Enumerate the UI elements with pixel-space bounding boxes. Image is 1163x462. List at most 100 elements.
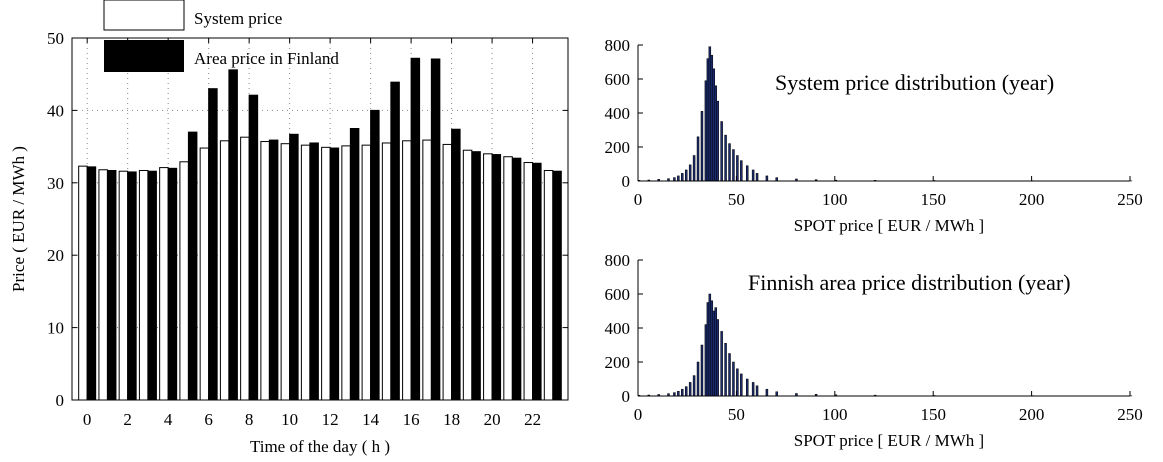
y-tick-label: 800 [605,36,631,55]
x-tick-label: 2 [123,410,132,429]
chart-title: System price distribution (year) [775,70,1054,95]
histogram-bin [720,121,723,182]
bar-system-price [179,161,189,401]
histogram-bin [708,46,712,182]
histogram-bin [775,177,778,182]
histogram-bin [712,68,716,182]
histogram-bin [751,169,755,182]
bar-system-price [321,146,331,401]
bar-system-price [523,162,534,401]
bar-system-price [78,165,88,401]
histogram-bin [710,300,714,397]
bar-system-price [118,170,129,401]
y-tick-label: 200 [605,353,631,372]
histogram-bin [712,310,716,397]
x-axis-label: SPOT price [ EUR / MWh ] [794,431,984,450]
histogram-bin [692,375,696,397]
x-tick-label: 4 [164,410,173,429]
y-tick-label: 400 [605,104,631,123]
x-tick-label: 18 [443,410,460,429]
bar-system-price [98,169,108,401]
histogram-bin [681,173,684,182]
histogram-bin [706,302,710,397]
histogram-bin [681,388,684,397]
histogram-bin [684,386,688,397]
histogram-bin [755,385,759,397]
x-axis-label: SPOT price [ EUR / MWh ] [794,216,984,235]
x-tick-label: 200 [1019,190,1045,209]
x-tick-label: 20 [484,410,501,429]
bar-system-price [260,141,270,401]
histogram-bin [765,175,769,182]
histogram-bin [745,378,749,397]
y-tick-label: 600 [605,70,631,89]
bar-area-price-finland [268,139,279,401]
bar-area-price-finland [167,167,178,401]
y-tick-label: 30 [47,174,64,193]
y-tick-label: 0 [56,391,65,410]
histogram-bin [751,382,755,397]
plot-frame [71,37,569,401]
histogram-bin [688,382,692,397]
bar-system-price [138,169,149,401]
bar-area-price-finland [491,154,502,401]
histogram-bin [720,331,723,397]
histogram-bin [706,58,710,182]
x-tick-label: 50 [728,405,745,424]
bar-area-price-finland [329,147,340,401]
histogram-bin [688,164,692,182]
bar-system-price [483,153,493,401]
bar-area-price-finland [248,94,259,401]
x-tick-label: 8 [245,410,254,429]
histogram-bin [724,134,727,182]
legend-swatch-system-price [103,0,185,31]
histogram-bin [714,307,717,397]
y-axis-label: Price ( EUR / MWh ) [9,146,28,292]
bar-system-price [442,143,453,401]
bar-system-price [462,149,473,401]
histogram-bin [684,169,688,182]
histogram-bin [696,361,700,397]
y-tick-label: 400 [605,319,631,338]
x-tick-label: 16 [403,410,420,429]
x-tick-label: 100 [822,405,848,424]
y-tick-label: 200 [605,138,631,157]
histogram-bin [708,293,712,397]
bar-system-price [422,139,432,401]
bar-area-price-finland [511,157,522,401]
histogram-bin [677,390,680,397]
x-tick-label: 250 [1117,405,1143,424]
bar-area-price-finland [208,88,218,401]
histogram-bin [775,391,778,397]
histogram-bin [755,173,759,182]
bar-area-price-finland [106,169,117,401]
histogram-bin [745,165,749,182]
bar-area-price-finland [430,58,441,401]
x-axis-label: Time of the day ( h ) [250,437,390,456]
bar-area-price-finland [127,171,137,401]
x-tick-label: 150 [920,405,946,424]
histogram-bin [740,373,743,397]
y-tick-label: 10 [47,319,64,338]
y-tick-label: 40 [47,101,64,120]
histogram-bin [677,175,680,182]
histogram-bin [696,136,700,182]
hourly-price-bar-chart: 0 10 20 30 40 50 0 2 4 6 8 10 12 14 16 18 20 22 Time of th… [9,0,569,456]
bar-area-price-finland [451,128,461,401]
x-tick-label: 0 [634,190,643,209]
bar-system-price [159,167,169,401]
histogram-bin [732,361,735,397]
x-tick-label: 50 [728,190,745,209]
x-tick-label: 12 [322,410,339,429]
histogram-bin [732,149,735,182]
x-tick-label: 22 [524,410,541,429]
bar-area-price-finland [187,131,198,401]
histogram-bin [716,100,719,182]
y-tick-label: 0 [622,387,631,406]
bar-area-price-finland [309,142,319,401]
bar-area-price-finland [289,133,299,401]
x-tick-label: 200 [1019,405,1045,424]
bar-system-price [381,142,392,401]
bar-system-price [300,144,311,401]
